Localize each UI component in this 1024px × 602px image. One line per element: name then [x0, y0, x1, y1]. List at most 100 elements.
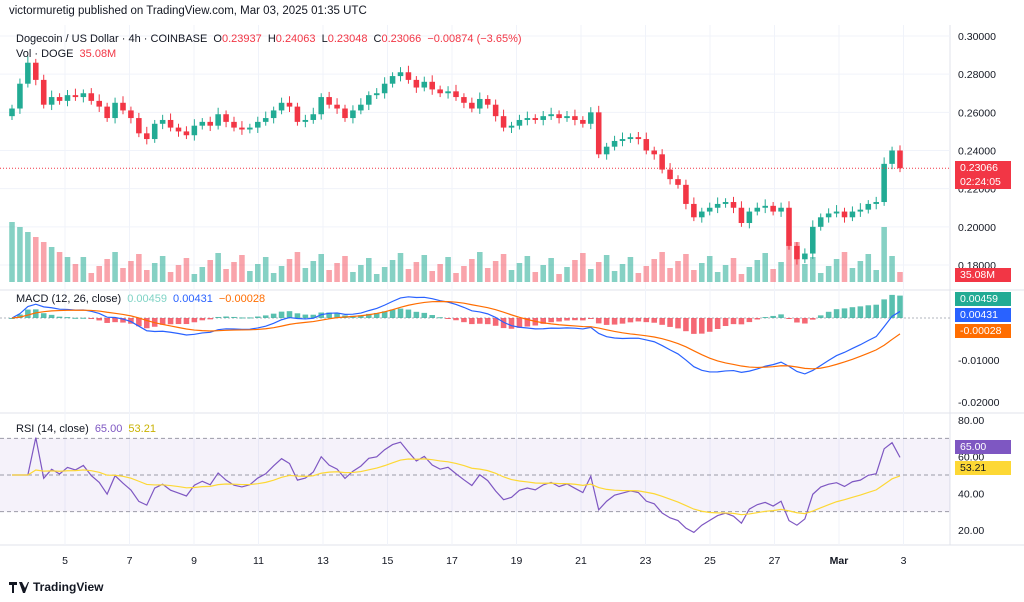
candle-body[interactable] — [794, 245, 800, 260]
candle-body[interactable] — [437, 89, 443, 94]
candle-body[interactable] — [33, 62, 39, 80]
candle-body[interactable] — [405, 72, 412, 80]
tradingview-logo[interactable]: TradingView — [9, 580, 103, 594]
candle-body[interactable] — [778, 207, 784, 212]
candle-body[interactable] — [675, 179, 681, 185]
candle-body[interactable] — [841, 211, 848, 218]
candle-body[interactable] — [516, 119, 523, 126]
candle-body[interactable] — [810, 226, 816, 254]
candle-body[interactable] — [421, 81, 428, 88]
candle-body[interactable] — [770, 205, 776, 212]
candle-body[interactable] — [381, 83, 388, 94]
candle-body[interactable] — [302, 119, 309, 122]
candle-body[interactable] — [159, 119, 166, 124]
candle-body[interactable] — [746, 211, 753, 224]
candle-body[interactable] — [699, 211, 705, 218]
candle-body[interactable] — [683, 184, 689, 204]
candle-body[interactable] — [619, 139, 626, 141]
candle-body[interactable] — [358, 104, 364, 111]
candle-body[interactable] — [342, 108, 348, 119]
candle-body[interactable] — [17, 83, 23, 109]
candle-body[interactable] — [572, 116, 578, 120]
macd-signal-line[interactable] — [11, 300, 901, 370]
candle-body[interactable] — [564, 116, 570, 119]
candle-body[interactable] — [588, 112, 594, 124]
candle-body[interactable] — [270, 110, 277, 119]
candle-body[interactable] — [691, 203, 697, 218]
candle-body[interactable] — [88, 93, 95, 101]
candle-body[interactable] — [366, 95, 372, 105]
candle-body[interactable] — [175, 127, 182, 132]
candle-body[interactable] — [389, 76, 396, 84]
candle-body[interactable] — [112, 102, 118, 119]
candle-body[interactable] — [255, 121, 261, 128]
candle-body[interactable] — [627, 137, 634, 140]
candle-body[interactable] — [508, 125, 515, 128]
candle-body[interactable] — [477, 98, 483, 109]
volume-legend[interactable]: Vol · DOGE 35.08M — [16, 48, 119, 60]
candle-body[interactable] — [817, 217, 824, 227]
candle-body[interactable] — [120, 102, 126, 111]
candle-body[interactable] — [762, 205, 768, 208]
candle-body[interactable] — [72, 95, 79, 98]
candle-body[interactable] — [294, 106, 301, 122]
candle-body[interactable] — [207, 121, 213, 126]
candle-body[interactable] — [262, 118, 269, 122]
candle-body[interactable] — [643, 139, 650, 151]
candle-body[interactable] — [500, 116, 507, 128]
candle-body[interactable] — [611, 140, 618, 147]
candle-body[interactable] — [183, 131, 190, 136]
candle-body[interactable] — [897, 150, 903, 169]
candle-body[interactable] — [453, 91, 459, 98]
rsi-ma-line[interactable] — [12, 458, 901, 516]
candle-body[interactable] — [738, 207, 745, 224]
candle-body[interactable] — [825, 213, 832, 218]
candle-body[interactable] — [595, 112, 602, 155]
candle-body[interactable] — [881, 163, 887, 203]
candle-body[interactable] — [64, 95, 71, 101]
candle-body[interactable] — [310, 114, 317, 120]
candle-body[interactable] — [215, 114, 221, 126]
candle-body[interactable] — [318, 97, 324, 115]
candle-body[interactable] — [651, 150, 657, 155]
candle-body[interactable] — [873, 202, 879, 204]
candle-body[interactable] — [580, 119, 586, 124]
candle-body[interactable] — [239, 127, 245, 130]
candle-body[interactable] — [603, 146, 610, 155]
candle-body[interactable] — [397, 72, 404, 77]
candle-body[interactable] — [40, 79, 47, 105]
candle-body[interactable] — [25, 62, 31, 84]
rsi-pane[interactable] — [0, 437, 950, 534]
candle-body[interactable] — [865, 203, 872, 210]
candle-body[interactable] — [223, 114, 229, 122]
candle-body[interactable] — [151, 123, 158, 140]
candle-body[interactable] — [413, 79, 420, 88]
candle-body[interactable] — [334, 104, 340, 109]
candle-body[interactable] — [889, 150, 895, 164]
candle-body[interactable] — [104, 106, 110, 119]
candle-body[interactable] — [532, 118, 539, 120]
price-pane[interactable] — [0, 56, 950, 265]
candle-body[interactable] — [722, 202, 729, 204]
macd-line[interactable] — [11, 296, 901, 375]
candle-body[interactable] — [849, 211, 856, 218]
candle-body[interactable] — [659, 154, 665, 170]
candle-body[interactable] — [191, 125, 198, 136]
candle-body[interactable] — [136, 118, 142, 134]
candle-body[interactable] — [667, 169, 673, 180]
symbol-legend[interactable]: Dogecoin / US Dollar · 4h · COINBASE O0.… — [16, 33, 525, 45]
candle-body[interactable] — [492, 104, 499, 117]
candle-body[interactable] — [445, 91, 451, 94]
candle-body[interactable] — [524, 118, 531, 120]
candle-body[interactable] — [786, 207, 792, 246]
candle-body[interactable] — [56, 97, 63, 101]
candle-body[interactable] — [556, 114, 562, 119]
candle-body[interactable] — [730, 202, 737, 208]
candle-body[interactable] — [286, 102, 293, 107]
symbol-name[interactable]: Dogecoin / US Dollar · 4h · COINBASE — [16, 33, 208, 45]
candle-body[interactable] — [706, 207, 713, 212]
candle-body[interactable] — [833, 211, 840, 214]
candle-body[interactable] — [128, 110, 134, 119]
macd-pane[interactable] — [0, 294, 950, 375]
candle-body[interactable] — [635, 137, 642, 140]
